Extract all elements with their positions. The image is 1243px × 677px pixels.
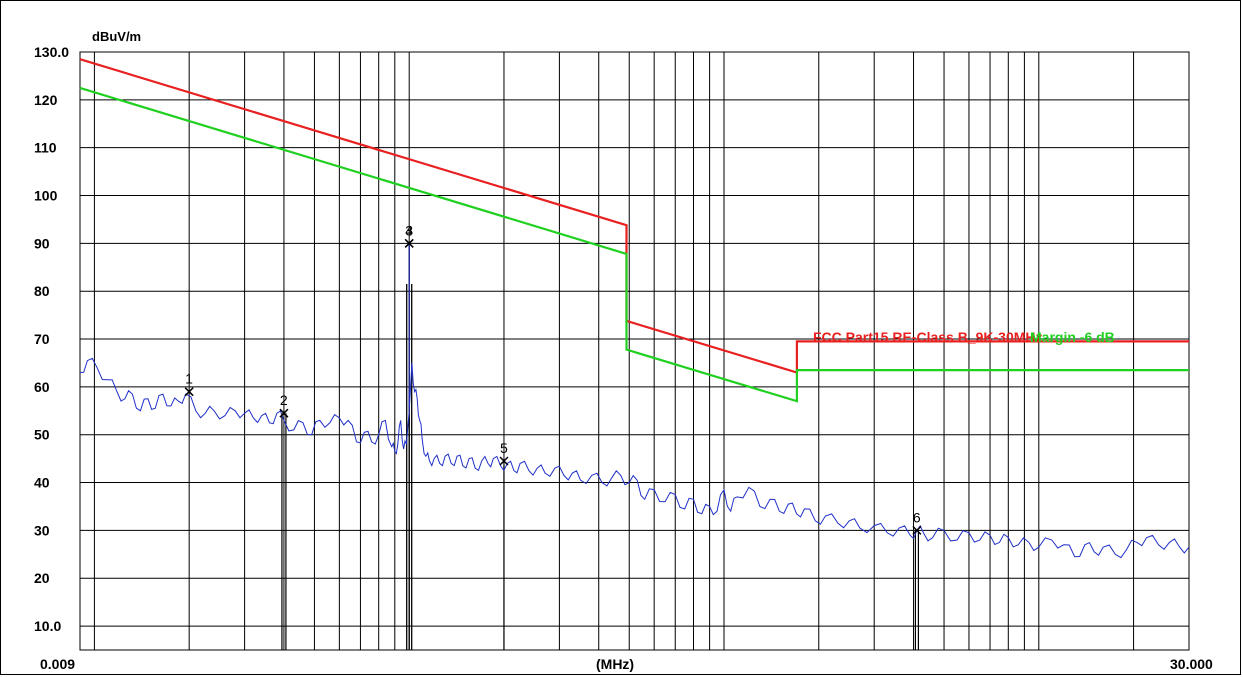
y-tick-label: 70 xyxy=(34,331,50,347)
marker-label: 2 xyxy=(280,392,288,408)
y-tick-label: 40 xyxy=(34,475,50,491)
marker-x xyxy=(499,456,509,466)
y-tick-label: 50 xyxy=(34,427,50,443)
marker-label: 5 xyxy=(500,440,508,456)
legend-limit-label: FCC Part15 RE-Class B_9K-30MHz xyxy=(813,329,1043,345)
measured-trace-series xyxy=(79,243,1190,559)
marker-label: 6 xyxy=(913,509,921,525)
x-end-label: 30.000 xyxy=(1170,656,1213,672)
marker-x xyxy=(912,525,922,535)
y-tick-label: 90 xyxy=(34,235,50,251)
y-tick-label: 60 xyxy=(34,379,50,395)
marker-x xyxy=(404,238,414,248)
x-start-label: 0.009 xyxy=(40,656,75,672)
marker-lines xyxy=(281,243,920,650)
limit-line-series xyxy=(79,58,1189,374)
markers: 1 2 34 5 6 xyxy=(184,222,922,535)
y-tick-label: 20 xyxy=(34,570,50,586)
y-tick-label: 10.0 xyxy=(34,618,61,634)
marker-label: 4 xyxy=(405,222,413,238)
y-tick-label: 100 xyxy=(34,188,58,204)
y-tick-label: 80 xyxy=(34,283,50,299)
marker-label: 3 xyxy=(405,222,413,238)
y-tick-labels: 130.0 120 110 100 90 80 70 60 50 40 30 20 10.0 xyxy=(34,44,69,634)
x-axis-label: (MHz) xyxy=(596,656,634,672)
marker-label: 1 xyxy=(185,371,193,387)
y-tick-label: 130.0 xyxy=(34,44,69,60)
marker-x xyxy=(184,387,194,397)
y-tick-label: 120 xyxy=(34,92,58,108)
series-group xyxy=(79,58,1190,559)
plot-border xyxy=(79,51,1190,651)
legend-margin-label: Margin -6 dB xyxy=(1030,329,1115,345)
y-tick-label: 110 xyxy=(34,140,57,156)
margin-line-series xyxy=(79,86,1189,403)
y-tick-label: 30 xyxy=(34,522,50,538)
marker-x xyxy=(279,408,289,418)
y-unit-label: dBuV/m xyxy=(92,29,141,44)
